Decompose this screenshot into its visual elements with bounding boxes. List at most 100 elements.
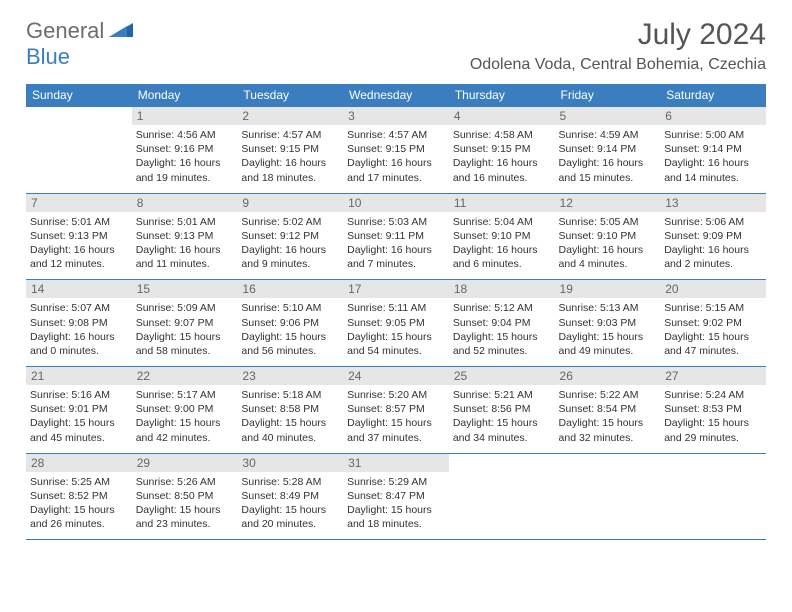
- sunrise-text: Sunrise: 5:29 AM: [347, 475, 445, 489]
- sunset-text: Sunset: 9:15 PM: [453, 142, 551, 156]
- daylight-text: Daylight: 15 hours and 26 minutes.: [30, 503, 128, 531]
- day-number: 7: [26, 194, 132, 212]
- daylight-text: Daylight: 15 hours and 52 minutes.: [453, 330, 551, 358]
- calendar-cell: 4Sunrise: 4:58 AMSunset: 9:15 PMDaylight…: [449, 107, 555, 194]
- sunrise-text: Sunrise: 5:05 AM: [559, 215, 657, 229]
- sunset-text: Sunset: 9:09 PM: [664, 229, 762, 243]
- daylight-text: Daylight: 15 hours and 34 minutes.: [453, 416, 551, 444]
- day-number: 19: [555, 280, 661, 298]
- location-text: Odolena Voda, Central Bohemia, Czechia: [470, 56, 766, 74]
- sunset-text: Sunset: 8:56 PM: [453, 402, 551, 416]
- daylight-text: Daylight: 16 hours and 12 minutes.: [30, 243, 128, 271]
- daylight-text: Daylight: 16 hours and 6 minutes.: [453, 243, 551, 271]
- day-number: 18: [449, 280, 555, 298]
- day-number: 5: [555, 107, 661, 125]
- sunrise-text: Sunrise: 4:57 AM: [241, 128, 339, 142]
- day-info: Sunrise: 4:57 AMSunset: 9:15 PMDaylight:…: [347, 128, 445, 185]
- calendar-cell: 2Sunrise: 4:57 AMSunset: 9:15 PMDaylight…: [237, 107, 343, 194]
- calendar-cell: 26Sunrise: 5:22 AMSunset: 8:54 PMDayligh…: [555, 367, 661, 454]
- calendar-cell: 31Sunrise: 5:29 AMSunset: 8:47 PMDayligh…: [343, 453, 449, 540]
- calendar-cell: 9 Sunrise: 5:02 AMSunset: 9:12 PMDaylight…: [237, 193, 343, 280]
- sunset-text: Sunset: 8:49 PM: [241, 489, 339, 503]
- sunrise-text: Sunrise: 5:00 AM: [664, 128, 762, 142]
- calendar-cell: 16Sunrise: 5:10 AMSunset: 9:06 PMDayligh…: [237, 280, 343, 367]
- day-number: 9: [237, 194, 343, 212]
- day-number: 4: [449, 107, 555, 125]
- sunset-text: Sunset: 9:16 PM: [136, 142, 234, 156]
- sunrise-text: Sunrise: 4:57 AM: [347, 128, 445, 142]
- weekday-header: Friday: [555, 84, 661, 107]
- daylight-text: Daylight: 16 hours and 17 minutes.: [347, 156, 445, 184]
- logo-triangle-icon: [109, 20, 133, 38]
- day-info: Sunrise: 5:02 AMSunset: 9:12 PMDaylight:…: [241, 215, 339, 272]
- daylight-text: Daylight: 15 hours and 20 minutes.: [241, 503, 339, 531]
- day-number: 30: [237, 454, 343, 472]
- sunset-text: Sunset: 9:11 PM: [347, 229, 445, 243]
- weekday-header: Wednesday: [343, 84, 449, 107]
- daylight-text: Daylight: 16 hours and 19 minutes.: [136, 156, 234, 184]
- sunset-text: Sunset: 8:52 PM: [30, 489, 128, 503]
- day-number: 15: [132, 280, 238, 298]
- day-info: Sunrise: 4:59 AMSunset: 9:14 PMDaylight:…: [559, 128, 657, 185]
- daylight-text: Daylight: 16 hours and 11 minutes.: [136, 243, 234, 271]
- sunrise-text: Sunrise: 5:21 AM: [453, 388, 551, 402]
- calendar-cell: 18Sunrise: 5:12 AMSunset: 9:04 PMDayligh…: [449, 280, 555, 367]
- sunset-text: Sunset: 9:13 PM: [136, 229, 234, 243]
- day-info: Sunrise: 5:24 AMSunset: 8:53 PMDaylight:…: [664, 388, 762, 445]
- daylight-text: Daylight: 16 hours and 4 minutes.: [559, 243, 657, 271]
- sunset-text: Sunset: 8:53 PM: [664, 402, 762, 416]
- weekday-header: Monday: [132, 84, 238, 107]
- day-number: 28: [26, 454, 132, 472]
- day-number: 25: [449, 367, 555, 385]
- calendar-cell: 25 Sunrise: 5:21 AMSunset: 8:56 PMDayligh…: [449, 367, 555, 454]
- sunrise-text: Sunrise: 5:16 AM: [30, 388, 128, 402]
- day-info: Sunrise: 4:57 AMSunset: 9:15 PMDaylight:…: [241, 128, 339, 185]
- day-info: Sunrise: 5:01 AMSunset: 9:13 PMDaylight:…: [136, 215, 234, 272]
- daylight-text: Daylight: 16 hours and 2 minutes.: [664, 243, 762, 271]
- calendar-cell: 30Sunrise: 5:28 AMSunset: 8:49 PMDayligh…: [237, 453, 343, 540]
- sunrise-text: Sunrise: 5:18 AM: [241, 388, 339, 402]
- calendar-cell: 8 Sunrise: 5:01 AMSunset: 9:13 PMDaylight…: [132, 193, 238, 280]
- calendar-cell: 22Sunrise: 5:17 AMSunset: 9:00 PMDayligh…: [132, 367, 238, 454]
- day-info: Sunrise: 5:25 AMSunset: 8:52 PMDaylight:…: [30, 475, 128, 532]
- logo-text-1: General: [26, 18, 104, 43]
- calendar-body: 1Sunrise: 4:56 AMSunset: 9:16 PMDaylight…: [26, 107, 766, 540]
- day-number: 31: [343, 454, 449, 472]
- daylight-text: Daylight: 15 hours and 32 minutes.: [559, 416, 657, 444]
- day-number: 24: [343, 367, 449, 385]
- sunset-text: Sunset: 9:14 PM: [559, 142, 657, 156]
- daylight-text: Daylight: 15 hours and 56 minutes.: [241, 330, 339, 358]
- sunset-text: Sunset: 8:58 PM: [241, 402, 339, 416]
- daylight-text: Daylight: 16 hours and 14 minutes.: [664, 156, 762, 184]
- calendar-row: 1Sunrise: 4:56 AMSunset: 9:16 PMDaylight…: [26, 107, 766, 194]
- day-info: Sunrise: 5:16 AMSunset: 9:01 PMDaylight:…: [30, 388, 128, 445]
- sunrise-text: Sunrise: 5:15 AM: [664, 301, 762, 315]
- calendar-cell: 21Sunrise: 5:16 AMSunset: 9:01 PMDayligh…: [26, 367, 132, 454]
- day-info: Sunrise: 5:07 AMSunset: 9:08 PMDaylight:…: [30, 301, 128, 358]
- day-info: Sunrise: 5:22 AMSunset: 8:54 PMDaylight:…: [559, 388, 657, 445]
- sunset-text: Sunset: 9:02 PM: [664, 316, 762, 330]
- day-info: Sunrise: 5:13 AMSunset: 9:03 PMDaylight:…: [559, 301, 657, 358]
- sunset-text: Sunset: 9:05 PM: [347, 316, 445, 330]
- calendar-cell: 19 Sunrise: 5:13 AMSunset: 9:03 PMDayligh…: [555, 280, 661, 367]
- day-number: 16: [237, 280, 343, 298]
- sunrise-text: Sunrise: 5:09 AM: [136, 301, 234, 315]
- day-info: Sunrise: 5:04 AMSunset: 9:10 PMDaylight:…: [453, 215, 551, 272]
- day-info: Sunrise: 5:06 AMSunset: 9:09 PMDaylight:…: [664, 215, 762, 272]
- day-number: 17: [343, 280, 449, 298]
- calendar-row: 28 Sunrise: 5:25 AMSunset: 8:52 PMDayligh…: [26, 453, 766, 540]
- logo-text-2: Blue: [26, 44, 70, 69]
- calendar-cell: 24Sunrise: 5:20 AMSunset: 8:57 PMDayligh…: [343, 367, 449, 454]
- calendar-cell: 15Sunrise: 5:09 AMSunset: 9:07 PMDayligh…: [132, 280, 238, 367]
- day-info: Sunrise: 5:26 AMSunset: 8:50 PMDaylight:…: [136, 475, 234, 532]
- sunset-text: Sunset: 8:57 PM: [347, 402, 445, 416]
- sunrise-text: Sunrise: 5:17 AM: [136, 388, 234, 402]
- sunset-text: Sunset: 9:13 PM: [30, 229, 128, 243]
- calendar-cell: 23Sunrise: 5:18 AMSunset: 8:58 PMDayligh…: [237, 367, 343, 454]
- sunset-text: Sunset: 9:03 PM: [559, 316, 657, 330]
- calendar-cell: 14Sunrise: 5:07 AMSunset: 9:08 PMDayligh…: [26, 280, 132, 367]
- day-info: Sunrise: 5:00 AMSunset: 9:14 PMDaylight:…: [664, 128, 762, 185]
- day-number: 8: [132, 194, 238, 212]
- daylight-text: Daylight: 15 hours and 49 minutes.: [559, 330, 657, 358]
- calendar-cell: [660, 453, 766, 540]
